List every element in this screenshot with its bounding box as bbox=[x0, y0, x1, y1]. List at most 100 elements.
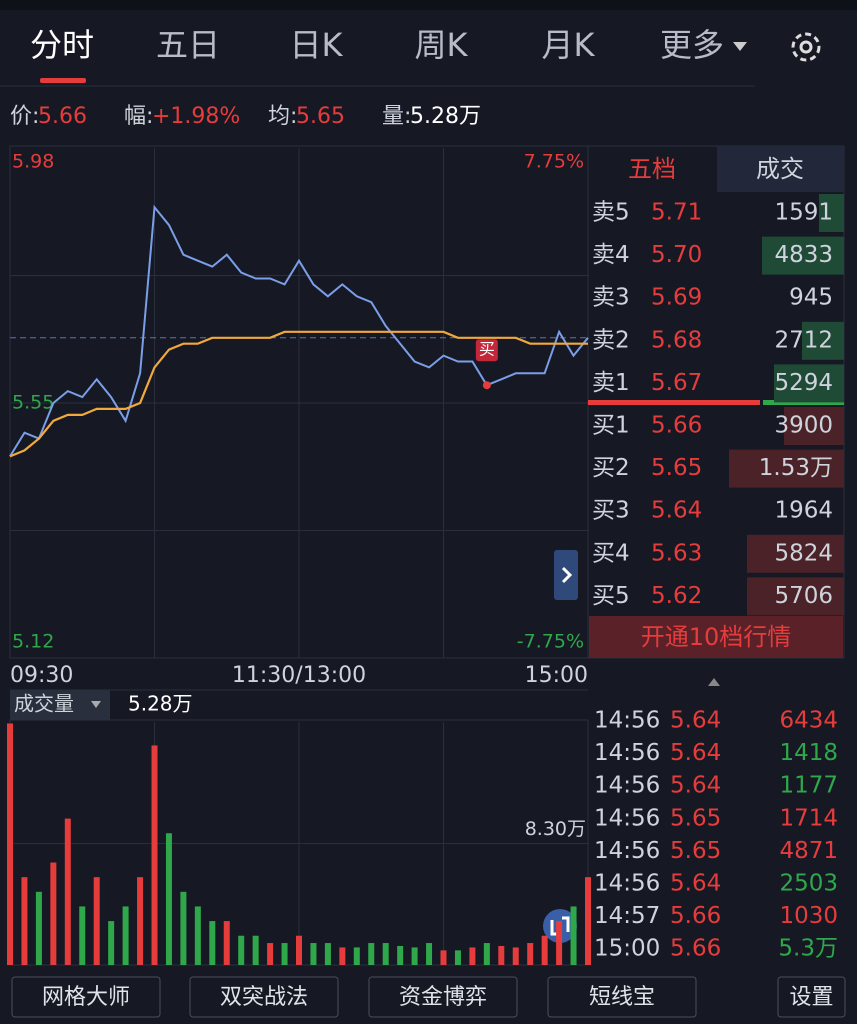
volume-bar bbox=[281, 943, 288, 965]
volume-bar bbox=[21, 877, 28, 965]
volume-bar bbox=[50, 862, 57, 965]
volume-selector[interactable] bbox=[10, 690, 110, 720]
trade-price: 5.64 bbox=[670, 773, 721, 799]
tab[interactable]: 分时 bbox=[30, 26, 94, 64]
y2-tick-label: 7.75% bbox=[524, 151, 584, 173]
bottom-button-text[interactable]: 设置 bbox=[789, 985, 833, 1010]
volume-bar bbox=[108, 921, 115, 965]
volume-bar bbox=[194, 906, 201, 965]
volume-bar bbox=[238, 935, 245, 965]
tab[interactable]: 五日 bbox=[156, 26, 220, 64]
book-split-red bbox=[588, 400, 760, 405]
book-volume: 1591 bbox=[774, 200, 833, 226]
volume-bar bbox=[469, 947, 476, 965]
trade-badge bbox=[475, 339, 498, 362]
bottom-button[interactable] bbox=[11, 976, 161, 1018]
book-volume: 1.53万 bbox=[759, 455, 833, 481]
upgrade-button[interactable] bbox=[589, 616, 843, 658]
tab[interactable]: 周K bbox=[415, 26, 469, 64]
volume-total: 5.28万 bbox=[128, 692, 193, 716]
quote-value: +1.98% bbox=[152, 104, 240, 129]
book-label: 卖3 bbox=[592, 285, 630, 311]
book-label: 买3 bbox=[592, 498, 630, 524]
bottom-button-text[interactable]: 双突战法 bbox=[220, 985, 308, 1010]
book-tab[interactable]: 五档 bbox=[628, 155, 676, 183]
trade-time: 14:56 bbox=[594, 740, 660, 766]
trade-time: 14:57 bbox=[594, 903, 660, 929]
trade-price: 5.64 bbox=[670, 871, 721, 897]
trade-time: 14:56 bbox=[594, 708, 660, 734]
book-price: 5.62 bbox=[651, 583, 702, 609]
volume-bar bbox=[93, 877, 100, 965]
book-tab-bg[interactable] bbox=[717, 146, 844, 192]
trade-volume: 1030 bbox=[779, 903, 838, 929]
volume-bar bbox=[122, 906, 129, 965]
volume-bar bbox=[310, 943, 317, 965]
trade-volume: 1418 bbox=[779, 740, 838, 766]
tab-underline bbox=[40, 78, 86, 83]
volume-title: 成交量 bbox=[14, 692, 74, 716]
book-label: 买4 bbox=[592, 540, 630, 566]
volume-bar bbox=[585, 877, 591, 965]
bottom-button-text[interactable]: 资金博弈 bbox=[399, 985, 487, 1010]
bottom-button[interactable] bbox=[547, 976, 697, 1018]
y-tick-label: 5.98 bbox=[12, 151, 54, 173]
book-label: 买2 bbox=[592, 455, 630, 481]
trade-dot bbox=[482, 381, 491, 390]
volume-bar bbox=[252, 935, 259, 965]
trade-time: 15:00 bbox=[594, 936, 660, 962]
quote-label: 均: bbox=[268, 104, 297, 129]
status-bar bbox=[0, 0, 857, 10]
quote-label: 量: bbox=[382, 104, 411, 129]
volume-bar bbox=[35, 891, 42, 965]
depth-bar bbox=[774, 364, 844, 403]
trade-volume: 1714 bbox=[779, 805, 838, 831]
book-volume: 3900 bbox=[774, 413, 833, 439]
x-tick-label: 15:00 bbox=[525, 663, 588, 688]
trade-price: 5.65 bbox=[670, 805, 721, 831]
bottom-button[interactable] bbox=[189, 976, 339, 1018]
book-price: 5.70 bbox=[651, 242, 702, 268]
tab[interactable]: 日K bbox=[290, 26, 344, 64]
book-label: 买1 bbox=[592, 413, 630, 439]
trade-price: 5.64 bbox=[670, 740, 721, 766]
volume-bar bbox=[79, 906, 86, 965]
trade-volume: 6434 bbox=[779, 708, 838, 734]
trade-volume: 4871 bbox=[779, 838, 838, 864]
volume-bar bbox=[267, 943, 274, 965]
volume-bar bbox=[498, 945, 505, 965]
quote-value: 5.65 bbox=[296, 104, 345, 129]
depth-bar bbox=[784, 407, 844, 445]
scroll-up[interactable] bbox=[708, 678, 720, 686]
bottom-button-text[interactable]: 网格大师 bbox=[42, 985, 130, 1010]
bottom-button-text[interactable]: 短线宝 bbox=[589, 985, 655, 1010]
bottom-button[interactable] bbox=[777, 976, 846, 1018]
tab[interactable]: 更多 bbox=[660, 26, 724, 64]
volume-bar bbox=[541, 935, 548, 965]
x-tick-label: 09:30 bbox=[10, 663, 73, 688]
volume-bar bbox=[165, 833, 172, 965]
book-price: 5.64 bbox=[651, 498, 702, 524]
volume-bar bbox=[64, 818, 71, 965]
settings-icon[interactable] bbox=[791, 32, 821, 62]
trade-time: 14:56 bbox=[594, 805, 660, 831]
volume-bar bbox=[483, 943, 490, 965]
trade-volume: 1177 bbox=[779, 773, 838, 799]
volume-bar bbox=[527, 943, 534, 965]
book-price: 5.66 bbox=[651, 413, 702, 439]
bottom-button[interactable] bbox=[368, 976, 518, 1018]
volume-bar bbox=[7, 723, 13, 965]
volume-tick-label: 8.30万 bbox=[525, 818, 586, 840]
volume-bar bbox=[556, 921, 563, 965]
book-tab[interactable]: 成交 bbox=[756, 155, 804, 183]
volume-bar bbox=[296, 935, 302, 965]
book-label: 卖5 bbox=[592, 200, 630, 226]
expand-button[interactable] bbox=[554, 550, 578, 600]
upgrade-button-text[interactable]: 开通10档行情 bbox=[641, 623, 792, 651]
book-volume: 5824 bbox=[774, 540, 833, 566]
volume-bar bbox=[570, 906, 577, 965]
book-price: 5.68 bbox=[651, 327, 702, 353]
tab[interactable]: 月K bbox=[542, 26, 596, 64]
depth-bar bbox=[802, 321, 844, 360]
